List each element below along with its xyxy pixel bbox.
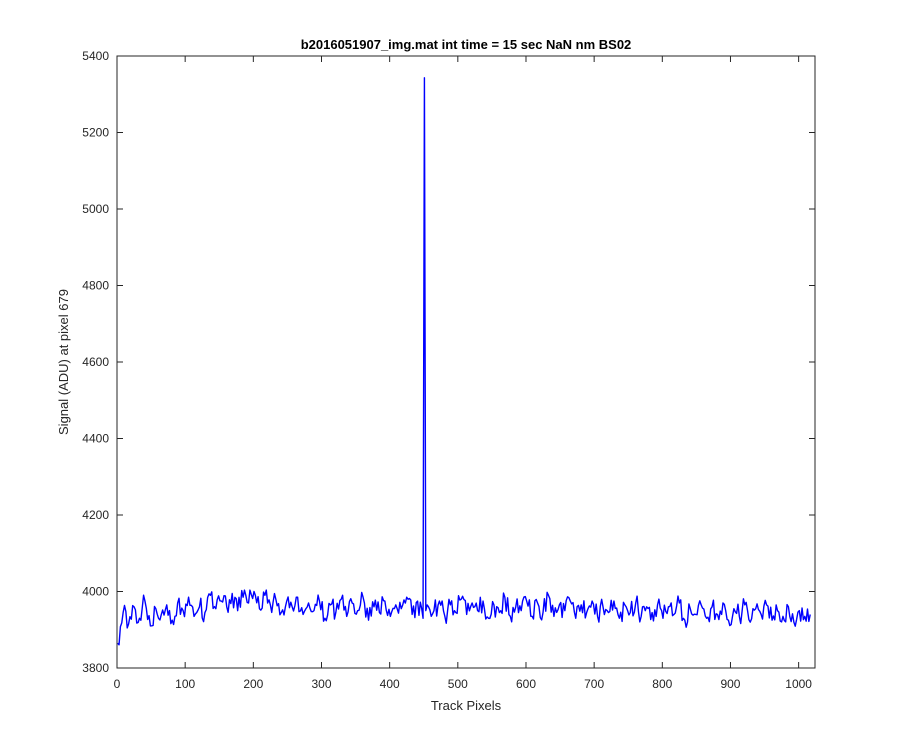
- x-tick-label-2: 200: [243, 677, 263, 691]
- y-tick-label-4: 4600: [82, 355, 109, 369]
- x-tick-label-7: 700: [584, 677, 604, 691]
- y-tick-label-0: 3800: [82, 661, 109, 675]
- x-tick-label-6: 600: [516, 677, 536, 691]
- y-tick-label-8: 5400: [82, 49, 109, 63]
- x-tick-label-4: 400: [380, 677, 400, 691]
- y-tick-label-7: 5200: [82, 126, 109, 140]
- y-axis-ticks: 3800 4000 4200 4400 4600 4800 5000 5200 5400: [82, 49, 815, 675]
- x-tick-label-3: 300: [311, 677, 331, 691]
- y-tick-label-3: 4400: [82, 432, 109, 446]
- x-tick-label-9: 900: [720, 677, 740, 691]
- x-axis-label: Track Pixels: [431, 698, 502, 713]
- x-tick-label-0: 0: [114, 677, 121, 691]
- x-tick-label-10: 1000: [785, 677, 812, 691]
- y-tick-label-5: 4800: [82, 279, 109, 293]
- chart-title: b2016051907_img.mat int time = 15 sec Na…: [301, 37, 632, 52]
- series-line-layer: [117, 77, 811, 646]
- x-tick-label-1: 100: [175, 677, 195, 691]
- x-tick-label-8: 800: [652, 677, 672, 691]
- plot-area: [117, 56, 815, 668]
- y-tick-label-2: 4200: [82, 508, 109, 522]
- y-tick-label-6: 5000: [82, 202, 109, 216]
- series-line: [117, 77, 811, 646]
- x-axis-ticks: 0 100 200 300 400 500 600 700 800 900 1000: [114, 56, 812, 691]
- y-tick-label-1: 4000: [82, 585, 109, 599]
- x-tick-label-5: 500: [448, 677, 468, 691]
- y-axis-label: Signal (ADU) at pixel 679: [56, 289, 71, 435]
